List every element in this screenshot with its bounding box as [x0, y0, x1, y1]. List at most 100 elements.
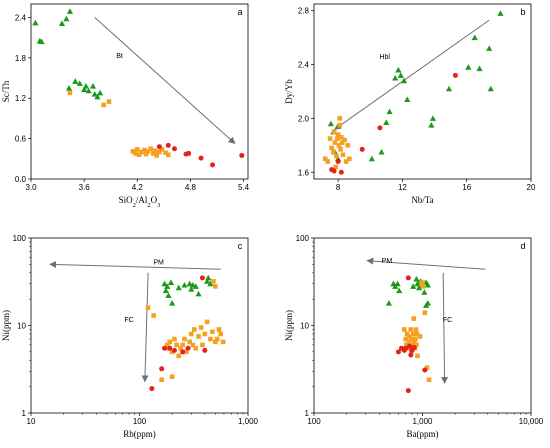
data-point-square [414, 331, 420, 337]
data-point-square [182, 336, 187, 342]
data-point-triangle [487, 85, 494, 92]
data-point-square [335, 132, 341, 137]
y-axis-label: Ni(ppm) [1, 310, 11, 341]
data-point-square [402, 327, 407, 332]
data-point-square [67, 90, 73, 96]
data-point-square [136, 152, 142, 158]
data-point-triangle [66, 8, 74, 14]
data-point-circle [422, 367, 428, 373]
data-point-square [340, 152, 346, 158]
data-point-square [163, 150, 168, 156]
trend-label: PM [382, 258, 393, 265]
data-point-triangle [428, 122, 435, 128]
data-point-square [411, 316, 417, 321]
trend-label: Hbl [379, 54, 390, 61]
data-point-triangle [72, 78, 79, 84]
data-point-circle [405, 275, 411, 281]
data-point-square [322, 156, 328, 162]
data-point-circle [338, 169, 344, 175]
data-point-square [150, 151, 156, 156]
x-tick-label: 5.4 [238, 183, 250, 192]
data-point-square [142, 147, 147, 153]
data-point-circle [159, 366, 165, 372]
data-point-triangle [207, 280, 214, 287]
data-point-square [407, 334, 412, 339]
data-point-square [406, 339, 412, 345]
data-point-triangle [161, 280, 168, 287]
data-point-circle [185, 345, 191, 351]
data-point-square [420, 284, 426, 289]
data-point-circle [407, 343, 413, 349]
x-tick-label: 3.6 [79, 183, 91, 192]
data-point-square [180, 342, 185, 348]
data-point-triangle [205, 274, 212, 281]
data-point-square [337, 116, 343, 121]
data-point-square [211, 278, 216, 284]
x-tick-label: 16 [462, 183, 471, 192]
data-point-triangle [471, 34, 478, 41]
data-point-triangle [400, 77, 408, 84]
data-point-square [139, 149, 145, 155]
x-tick-label: 12 [398, 183, 407, 192]
data-point-square [331, 129, 337, 135]
x-tick-label: 4.2 [132, 183, 144, 192]
trend-arrow [141, 272, 149, 383]
data-point-triangle [378, 148, 385, 155]
data-point-square [165, 152, 171, 158]
data-point-square [187, 339, 192, 345]
data-point-triangle [58, 20, 66, 26]
y-tick-label: 1 [305, 409, 310, 418]
y-tick-label: 0.6 [15, 135, 27, 144]
x-axis-label: Rb(ppm) [123, 429, 156, 439]
data-point-triangle [424, 281, 431, 288]
data-point-square [213, 339, 218, 345]
data-point-circle [156, 144, 162, 150]
panel-a: 3.0 3.6 4.2 4.8 5.4 0.0 0.6 1.2 1.8 2.4 SiO2/Al2O3… [1, 3, 250, 209]
data-point-triangle [465, 64, 472, 70]
plot-frame [30, 3, 249, 180]
data-point-square [159, 377, 164, 383]
data-point-square [422, 310, 428, 316]
trend-arrow [49, 261, 221, 270]
data-point-triangle [195, 290, 202, 297]
data-point-triangle [421, 289, 428, 295]
data-point-square [101, 102, 106, 108]
data-point-triangle [76, 80, 83, 86]
data-point-square [167, 339, 173, 345]
data-point-square [210, 329, 215, 334]
data-point-triangle [38, 38, 45, 45]
data-point-square [343, 159, 349, 164]
data-point-square [404, 342, 409, 348]
data-point-square [190, 342, 196, 348]
plot-frame [313, 3, 532, 180]
data-point-square [329, 145, 334, 151]
data-point-circle [149, 386, 155, 392]
data-point-triangle [162, 287, 169, 294]
x-tick-label: 10,000 [519, 417, 544, 426]
data-point-triangle [392, 74, 399, 81]
data-point-square [420, 280, 425, 285]
y-tick-label: 0.0 [15, 175, 27, 184]
data-point-square [410, 342, 415, 348]
data-point-triangle [385, 300, 392, 306]
x-tick-label: 1,000 [238, 417, 259, 426]
data-point-triangle [192, 283, 199, 289]
data-point-square [176, 353, 182, 359]
data-point-square [174, 342, 179, 348]
data-point-square [403, 336, 408, 342]
data-point-triangle [164, 283, 171, 289]
data-point-square [202, 331, 208, 337]
data-point-square [335, 136, 340, 141]
data-point-triangle [404, 96, 411, 103]
data-point-square [338, 147, 343, 152]
data-point-circle [452, 72, 458, 78]
y-tick-label: 100 [296, 234, 310, 243]
data-point-square [213, 284, 218, 289]
data-point-square [145, 149, 151, 154]
data-point-triangle [395, 66, 402, 73]
x-tick-label: 8 [336, 183, 341, 192]
panel-letter: d [520, 241, 525, 251]
y-tick-label: 1 [22, 409, 27, 418]
trend-arrow [94, 17, 236, 144]
data-point-circle [405, 388, 411, 394]
